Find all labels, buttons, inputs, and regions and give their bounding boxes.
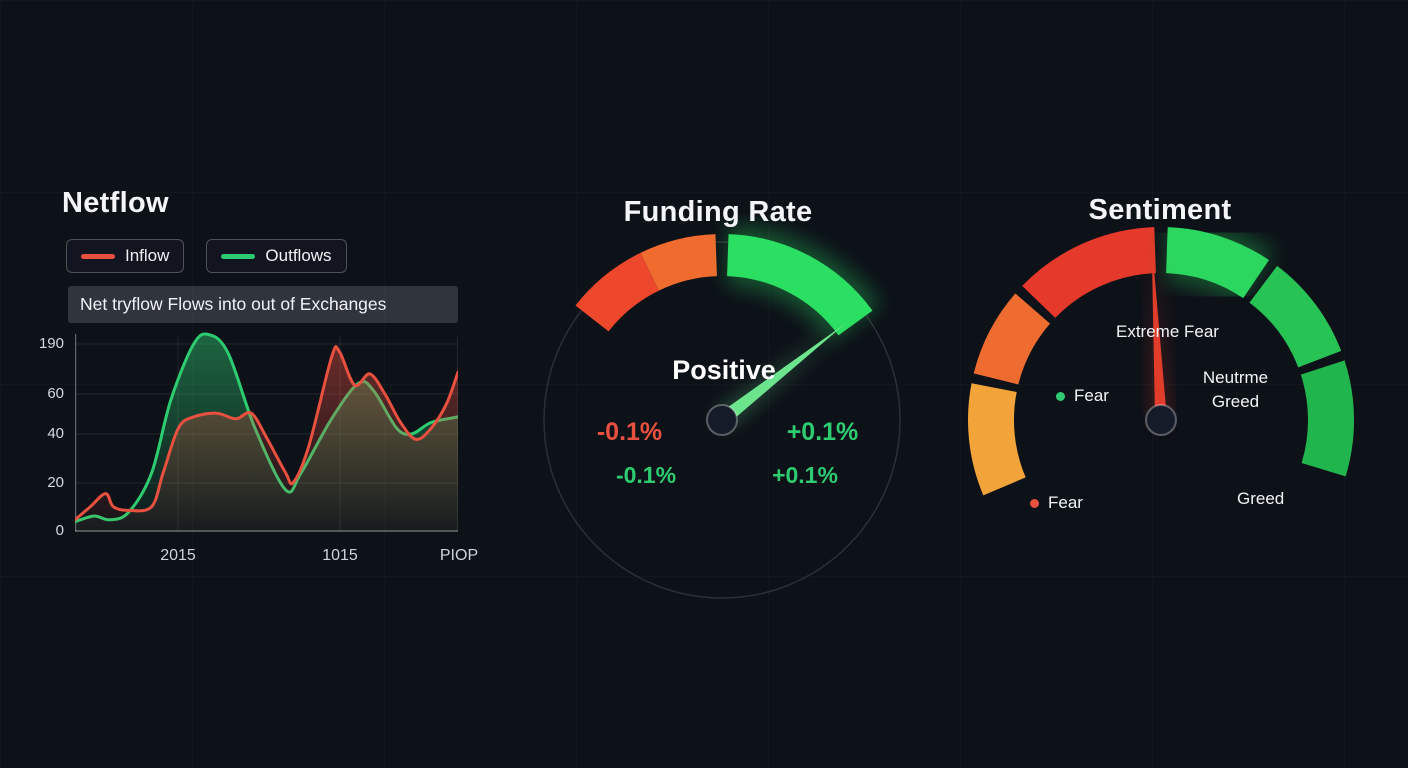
legend-item-inflow[interactable]: Inflow [66,239,185,273]
sentiment-neutral-line1: Neutrme [1202,368,1269,387]
outflows-swatch [221,253,256,259]
x-tick-label: PIOP [439,547,479,564]
sentiment-fear-low-label: Fear [1048,493,1083,512]
legend-item-outflows[interactable]: Outflows [206,239,347,273]
x-tick-label: 1015 [322,547,358,564]
chart-tooltip: Net tryflow Flows into out of Exchanges [68,286,458,323]
netflow-legend: Inflow Outflows [66,239,347,273]
sentiment-gauge-segment [1165,227,1269,299]
funding-gauge-segment [640,234,718,291]
funding-gauge-glow [725,224,881,342]
funding-gauge-hub [706,404,738,436]
sentiment-gauge-hub [1145,404,1177,436]
y-tick-label: 0 [55,522,64,539]
funding-gauge-segment [726,234,873,336]
netflow-title: Netflow [62,187,169,220]
funding-status: Positive [672,355,776,385]
funding-min-value: -0.1% [596,418,663,446]
sentiment-gauge-segment [1022,227,1157,319]
fear-dot-green [1056,391,1065,401]
sentiment-fear-low: Fear [1030,493,1083,513]
inflow-label: Inflow [125,246,170,265]
inflow-line [75,345,458,522]
sentiment-gauge-glow [1164,217,1275,307]
sentiment-gauge-segment [1248,265,1342,368]
netflow-x-axis: 2015 1015 PIOP [75,547,495,569]
inflow-swatch [81,253,115,259]
y-tick-label: 20 [47,474,64,491]
funding-min-value-2: -0.1% [615,462,677,488]
sentiment-gauge-segment [968,383,1026,496]
y-tick-label: 40 [47,425,64,442]
y-tick-label: 190 [38,335,64,352]
funding-rate-title: Funding Rate [623,196,813,229]
fear-dot-red [1030,498,1039,508]
sentiment-title: Sentiment [1088,194,1232,227]
sentiment-greed-label: Greed [1237,489,1285,508]
sentiment-extreme-fear-label: Extreme Fear [1116,322,1219,341]
x-tick-label: 2015 [160,547,196,564]
chart-tooltip-text: Net tryflow Flows into out of Exchanges [80,294,387,314]
netflow-y-axis: 190 60 40 20 0 [18,328,68,539]
sentiment-neutral-line2: Greed [1211,392,1260,411]
y-tick-label: 60 [47,385,64,402]
sentiment-gauge-segment [973,293,1051,386]
netflow-chart [75,332,458,532]
sentiment-neutral-label: Neutrme Greed [1178,366,1293,414]
sentiment-fear-mid: Fear [1056,386,1109,406]
sentiment-gauge-segment [1300,360,1355,477]
sentiment-fear-mid-label: Fear [1074,386,1109,405]
funding-max-value: +0.1% [786,418,859,446]
funding-max-value-2: +0.1% [772,462,838,488]
outflows-label: Outflows [265,246,332,265]
funding-gauge-segment [575,252,660,332]
